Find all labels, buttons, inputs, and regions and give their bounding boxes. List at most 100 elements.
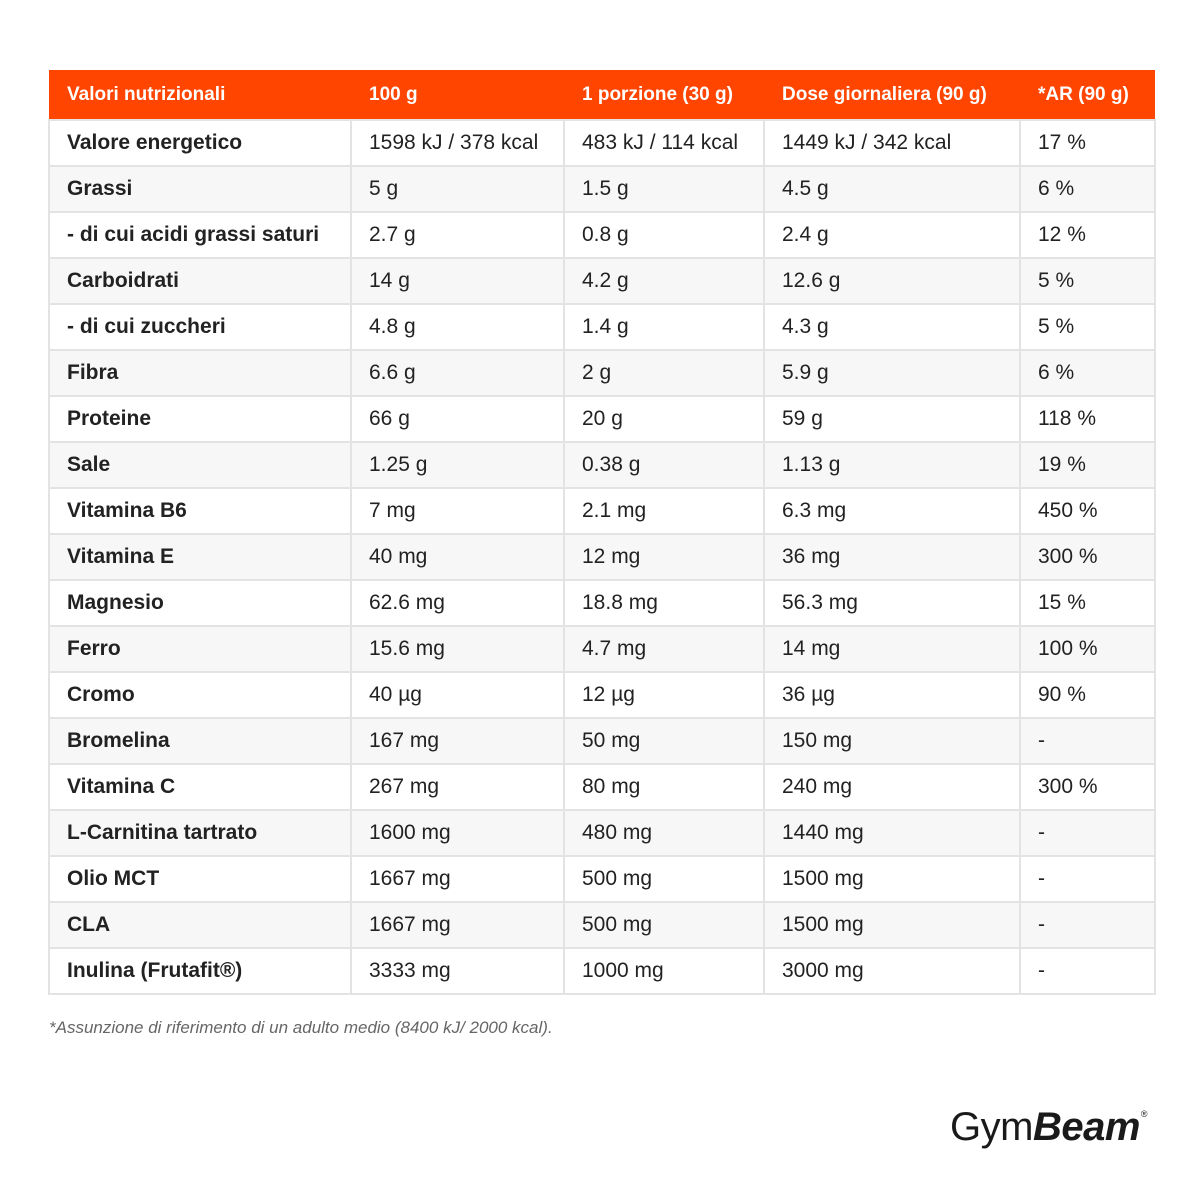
header-reference-intake: *AR (90 g) (1038, 83, 1129, 105)
cell-per-100g: 3333 mg (350, 947, 565, 995)
cell-per-100g: 40 µg (350, 671, 565, 719)
cell-daily-dose: 150 mg (763, 717, 1021, 765)
cell-per-serving: 20 g (563, 395, 765, 443)
table-header: Valori nutrizionali 100 g 1 porzione (30… (49, 70, 1155, 120)
cell-nutrient: Inulina (Frutafit®) (48, 947, 352, 995)
cell-nutrient: Vitamina C (48, 763, 352, 811)
cell-nutrient: - di cui zuccheri (48, 303, 352, 351)
table-row: Magnesio 62.6 mg 18.8 mg 56.3 mg 15 % (48, 579, 1156, 627)
cell-daily-dose: 56.3 mg (763, 579, 1021, 627)
logo-text-gym: Gym (950, 1105, 1033, 1149)
cell-per-serving: 0.38 g (563, 441, 765, 489)
cell-per-serving: 18.8 mg (563, 579, 765, 627)
cell-per-100g: 7 mg (350, 487, 565, 535)
cell-daily-dose: 1.13 g (763, 441, 1021, 489)
cell-per-serving: 50 mg (563, 717, 765, 765)
cell-per-100g: 14 g (350, 257, 565, 305)
cell-nutrient: Ferro (48, 625, 352, 673)
header-per-100g: 100 g (369, 83, 418, 105)
header-row: Valori nutrizionali 100 g 1 porzione (30… (49, 70, 1155, 120)
table-row: Vitamina B6 7 mg 2.1 mg 6.3 mg 450 % (48, 487, 1156, 535)
cell-per-100g: 1598 kJ / 378 kcal (350, 119, 565, 167)
cell-per-serving: 2 g (563, 349, 765, 397)
cell-daily-dose: 12.6 g (763, 257, 1021, 305)
cell-daily-dose: 59 g (763, 395, 1021, 443)
cell-reference-intake: - (1019, 717, 1156, 765)
table-row: - di cui acidi grassi saturi 2.7 g 0.8 g 2.… (48, 211, 1156, 259)
cell-per-serving: 2.1 mg (563, 487, 765, 535)
cell-reference-intake: 12 % (1019, 211, 1156, 259)
cell-per-serving: 4.2 g (563, 257, 765, 305)
cell-nutrient: - di cui acidi grassi saturi (48, 211, 352, 259)
cell-per-100g: 4.8 g (350, 303, 565, 351)
cell-daily-dose: 1500 mg (763, 901, 1021, 949)
cell-per-serving: 12 µg (563, 671, 765, 719)
cell-daily-dose: 6.3 mg (763, 487, 1021, 535)
cell-daily-dose: 4.5 g (763, 165, 1021, 213)
cell-reference-intake: 118 % (1019, 395, 1156, 443)
cell-per-serving: 500 mg (563, 855, 765, 903)
cell-reference-intake: 5 % (1019, 303, 1156, 351)
cell-daily-dose: 2.4 g (763, 211, 1021, 259)
cell-reference-intake: 300 % (1019, 533, 1156, 581)
cell-daily-dose: 240 mg (763, 763, 1021, 811)
registered-mark: ® (1140, 1109, 1148, 1119)
cell-per-serving: 500 mg (563, 901, 765, 949)
cell-nutrient: Carboidrati (48, 257, 352, 305)
nutrition-table: Valori nutrizionali 100 g 1 porzione (30… (48, 70, 1156, 995)
cell-daily-dose: 1500 mg (763, 855, 1021, 903)
cell-reference-intake: 450 % (1019, 487, 1156, 535)
cell-reference-intake: 15 % (1019, 579, 1156, 627)
table-row: Bromelina 167 mg 50 mg 150 mg - (48, 717, 1156, 765)
cell-daily-dose: 1440 mg (763, 809, 1021, 857)
cell-nutrient: Cromo (48, 671, 352, 719)
cell-per-serving: 12 mg (563, 533, 765, 581)
cell-per-100g: 5 g (350, 165, 565, 213)
cell-reference-intake: 5 % (1019, 257, 1156, 305)
cell-reference-intake: - (1019, 947, 1156, 995)
cell-daily-dose: 36 µg (763, 671, 1021, 719)
cell-daily-dose: 5.9 g (763, 349, 1021, 397)
cell-daily-dose: 4.3 g (763, 303, 1021, 351)
cell-per-100g: 1600 mg (350, 809, 565, 857)
cell-reference-intake: 100 % (1019, 625, 1156, 673)
table-row: CLA 1667 mg 500 mg 1500 mg - (48, 901, 1156, 949)
cell-per-100g: 1667 mg (350, 901, 565, 949)
cell-nutrient: L-Carnitina tartrato (48, 809, 352, 857)
cell-per-serving: 4.7 mg (563, 625, 765, 673)
cell-reference-intake: - (1019, 855, 1156, 903)
cell-per-serving: 1.4 g (563, 303, 765, 351)
cell-per-serving: 80 mg (563, 763, 765, 811)
cell-per-100g: 15.6 mg (350, 625, 565, 673)
cell-per-100g: 40 mg (350, 533, 565, 581)
cell-nutrient: Olio MCT (48, 855, 352, 903)
cell-reference-intake: - (1019, 809, 1156, 857)
cell-nutrient: Vitamina B6 (48, 487, 352, 535)
cell-reference-intake: - (1019, 901, 1156, 949)
cell-per-serving: 1.5 g (563, 165, 765, 213)
cell-per-100g: 2.7 g (350, 211, 565, 259)
cell-per-serving: 483 kJ / 114 kcal (563, 119, 765, 167)
cell-per-100g: 1667 mg (350, 855, 565, 903)
cell-nutrient: Proteine (48, 395, 352, 443)
cell-nutrient: Fibra (48, 349, 352, 397)
header-daily-dose: Dose giornaliera (90 g) (782, 83, 987, 105)
cell-nutrient: Magnesio (48, 579, 352, 627)
cell-per-100g: 62.6 mg (350, 579, 565, 627)
cell-nutrient: Sale (48, 441, 352, 489)
cell-nutrient: Grassi (48, 165, 352, 213)
table-row: Olio MCT 1667 mg 500 mg 1500 mg - (48, 855, 1156, 903)
table-row: Inulina (Frutafit®) 3333 mg 1000 mg 3000 mg… (48, 947, 1156, 995)
cell-reference-intake: 300 % (1019, 763, 1156, 811)
table-row: Vitamina C 267 mg 80 mg 240 mg 300 % (48, 763, 1156, 811)
header-nutrient: Valori nutrizionali (67, 83, 226, 105)
cell-nutrient: Valore energetico (48, 119, 352, 167)
cell-per-serving: 480 mg (563, 809, 765, 857)
table-row: L-Carnitina tartrato 1600 mg 480 mg 1440 mg… (48, 809, 1156, 857)
footnote: *Assunzione di riferimento di un adulto … (49, 1018, 553, 1037)
cell-nutrient: Bromelina (48, 717, 352, 765)
cell-nutrient: CLA (48, 901, 352, 949)
